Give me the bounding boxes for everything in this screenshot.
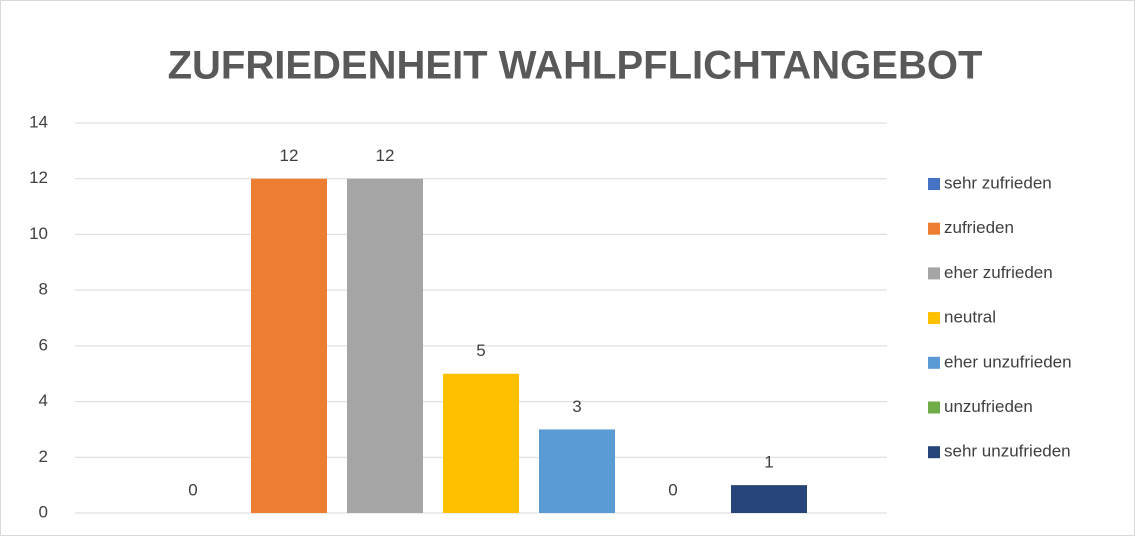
legend-swatch [928, 356, 940, 369]
legend-label: neutral [944, 308, 996, 327]
data-label: 3 [572, 397, 581, 416]
data-label: 12 [280, 146, 299, 165]
data-label: 0 [188, 480, 197, 499]
y-tick-label: 8 [39, 280, 48, 299]
bar [731, 485, 807, 513]
legend-label: sehr unzufrieden [944, 442, 1071, 461]
bar [347, 178, 423, 513]
legend-swatch [928, 222, 940, 235]
y-tick-label: 10 [29, 224, 48, 243]
y-tick-label: 6 [39, 335, 48, 354]
data-label: 0 [668, 480, 677, 499]
y-tick-label: 4 [39, 391, 48, 410]
data-label: 1 [764, 453, 773, 472]
data-label: 5 [476, 341, 485, 360]
bar [539, 429, 615, 513]
bar [443, 373, 519, 513]
legend-label: eher unzufrieden [944, 352, 1072, 371]
y-tick-label: 12 [29, 168, 48, 187]
chart-title: ZUFRIEDENHEIT WAHLPFLICHTANGEBOT [168, 44, 983, 88]
legend-label: sehr zufrieden [944, 173, 1052, 192]
y-tick-label: 14 [29, 112, 48, 131]
legend-swatch [928, 178, 940, 190]
legend-label: unzufrieden [944, 397, 1033, 416]
legend-swatch [928, 401, 940, 414]
legend-swatch [928, 312, 940, 325]
legend-label: eher zufrieden [944, 263, 1053, 282]
bar [251, 178, 327, 513]
y-tick-label: 2 [39, 447, 48, 466]
legend-label: zufrieden [944, 218, 1014, 237]
legend-swatch [928, 267, 940, 280]
y-tick-label: 0 [39, 502, 48, 521]
legend-swatch [928, 446, 940, 459]
data-label: 12 [376, 146, 395, 165]
